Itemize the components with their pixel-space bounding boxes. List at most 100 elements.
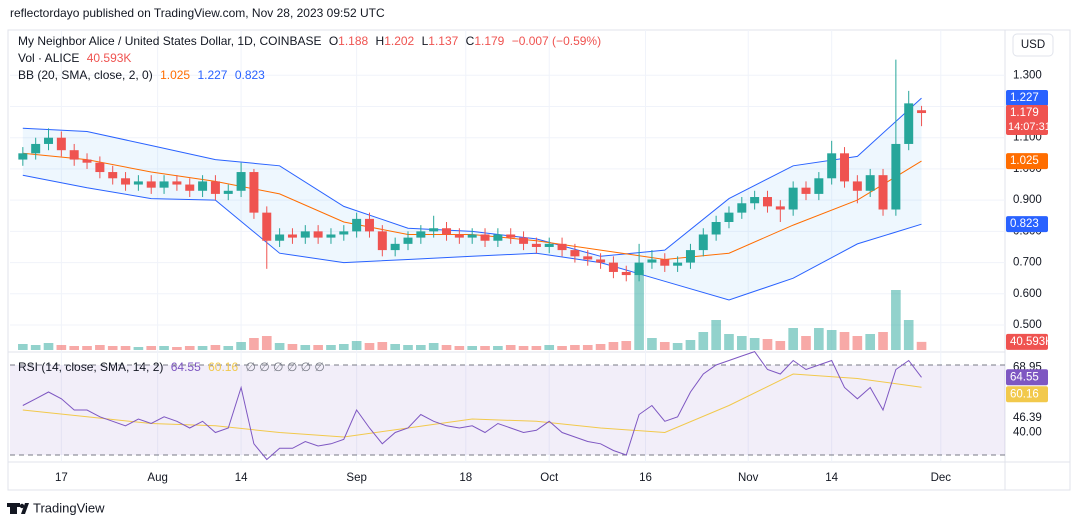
bb-basis-tag	[1006, 153, 1048, 170]
candle-body	[377, 231, 387, 251]
volume-bar	[570, 345, 580, 350]
volume-bar	[377, 342, 388, 350]
x-tick-label: Sep	[346, 472, 366, 484]
bb-lower	[22, 174, 922, 301]
volume-bar	[18, 344, 28, 350]
open-value: 1.188	[338, 34, 368, 48]
volume-bar	[826, 330, 837, 350]
candle-body	[287, 234, 297, 238]
bb-upper-value: 1.227	[197, 68, 227, 82]
currency[interactable]: USD	[1021, 39, 1045, 51]
brand: TradingView	[33, 500, 105, 515]
volume-bar	[582, 345, 593, 350]
candle-body	[634, 262, 644, 276]
volume-bar	[531, 346, 542, 350]
candle-body	[198, 181, 208, 191]
rsi-ma-value: 60.16	[208, 360, 238, 374]
candle-body	[339, 231, 349, 235]
volume-bar	[788, 328, 798, 350]
volume-bar	[172, 347, 182, 350]
y-tick-label: 0.700	[1013, 257, 1042, 269]
candle-body	[519, 237, 529, 244]
candle-body	[480, 234, 490, 241]
legend-key: H	[376, 34, 385, 48]
volume-tag-label: 40.593K	[1010, 336, 1053, 348]
volume-bar	[839, 332, 850, 350]
volume-bar	[159, 346, 169, 350]
rsi-legend: RSI (14, close, SMA, 14, 2) 64.55 60.16 …	[18, 360, 325, 374]
x-tick-label: Oct	[540, 472, 559, 484]
volume-bar	[146, 346, 157, 350]
legend-key: O	[329, 34, 338, 48]
bb-upper-tag-label: 1.227	[1010, 92, 1039, 104]
rsi-ma	[22, 373, 922, 438]
volume-bar	[249, 338, 259, 350]
volume-bar	[184, 346, 195, 350]
volume-bar	[313, 345, 323, 350]
candle-body	[416, 231, 426, 238]
panes: 17 Aug 14 Sep 18 Oct 16 Nov 14 Dec 0.500 0.600 0.700…	[10, 30, 1053, 484]
candle-body	[596, 259, 606, 263]
rsi-line	[22, 351, 922, 461]
y-tick-label: 0.900	[1013, 194, 1042, 206]
y-tick-label: 1.300	[1013, 69, 1042, 81]
volume-bar	[351, 341, 362, 350]
candle-body	[108, 172, 118, 179]
candle-body	[249, 172, 259, 213]
candle-body	[852, 181, 862, 191]
volume-bar	[441, 345, 452, 350]
volume-bar	[647, 338, 657, 350]
volume-bar	[685, 340, 696, 350]
candle-body	[775, 206, 785, 210]
rsi-tag	[1006, 369, 1048, 386]
volume-bar	[69, 346, 80, 350]
rsi-tick-label: 40.00	[1013, 427, 1042, 439]
volume-legend: Vol · ALICE 40.593K	[18, 51, 131, 65]
candle-body	[210, 181, 220, 194]
volume-bar	[210, 345, 221, 350]
close-value: 1.179	[474, 34, 504, 48]
volume-bar	[762, 339, 773, 350]
volume-bar	[595, 344, 606, 350]
high-value: 1.202	[384, 34, 414, 48]
candle-body	[95, 162, 105, 173]
brand-logo	[7, 503, 29, 514]
bb-name: BB (20, SMA, close, 2, 0)	[18, 68, 153, 82]
volume-bar	[672, 343, 683, 350]
x-tick-label: 14	[235, 472, 248, 484]
last-price-tag	[1006, 105, 1048, 136]
bb-upper-tag	[1006, 90, 1048, 107]
rsi-tick-label: 46.39	[1013, 412, 1042, 424]
candle-body	[326, 234, 336, 238]
candle-body	[223, 190, 233, 194]
volume-bar	[223, 346, 234, 350]
volume-bar	[287, 344, 298, 350]
candle-body	[685, 250, 695, 263]
volume-bar	[428, 343, 439, 350]
candle-body	[159, 181, 169, 188]
volume-bar	[454, 346, 465, 350]
volume-bar	[493, 346, 503, 350]
volume-bar	[749, 338, 760, 350]
candle-body	[891, 143, 901, 210]
volume-bar	[403, 345, 413, 350]
volume-bar	[634, 270, 644, 350]
publisher: reflectordayo published on TradingView.c…	[10, 6, 385, 20]
x-tick-label: 14	[825, 472, 838, 484]
candle-body	[390, 243, 400, 251]
currency-button[interactable]	[1012, 33, 1054, 57]
candle-body	[31, 143, 41, 154]
volume-bar	[903, 320, 914, 350]
candle-body	[56, 137, 66, 151]
volume-bar	[891, 290, 901, 350]
volume-bar	[711, 320, 721, 350]
volume-bar	[236, 342, 246, 350]
volume-bar	[300, 345, 311, 350]
candle-body	[275, 234, 285, 241]
candle-body	[762, 197, 772, 207]
volume-bar	[467, 346, 478, 350]
x-tick-label: 17	[55, 472, 68, 484]
bb-basis-tag-label: 1.025	[1010, 155, 1039, 167]
volume-bar	[736, 336, 747, 350]
